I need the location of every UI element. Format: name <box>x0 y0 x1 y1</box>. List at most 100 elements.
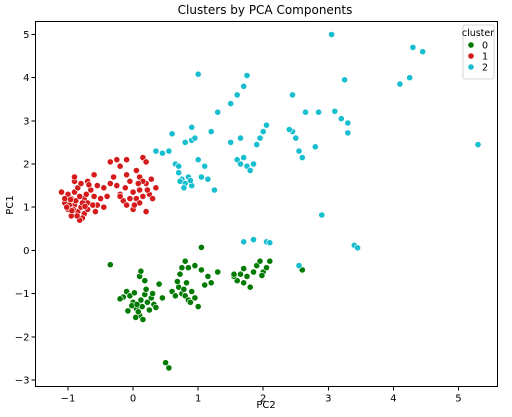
scatter-point-cluster-2 <box>250 236 257 243</box>
scatter-point-cluster-1 <box>100 184 108 192</box>
scatter-point-cluster-1 <box>103 192 111 200</box>
scatter-point-cluster-2 <box>253 141 261 148</box>
scatter-point-cluster-2 <box>250 160 257 168</box>
scatter-point-cluster-2 <box>227 100 235 107</box>
scatter-point-cluster-2 <box>259 128 267 135</box>
scatter-point-cluster-0 <box>230 270 238 278</box>
y-tick-label: −3 <box>15 376 30 387</box>
scatter-point-cluster-0 <box>237 270 244 278</box>
scatter-point-cluster-1 <box>134 180 142 187</box>
scatter-point-cluster-0 <box>178 264 186 272</box>
x-tick-label: 1 <box>195 394 201 405</box>
scatter-point-cluster-2 <box>176 177 184 185</box>
scatter-point-cluster-0 <box>181 257 189 265</box>
scatter-point-cluster-1 <box>142 208 150 215</box>
scatter-point-cluster-1 <box>123 156 130 164</box>
scatter-point-cluster-1 <box>76 192 84 200</box>
scatter-point-cluster-0 <box>246 283 254 291</box>
legend: cluster 012 <box>462 24 495 80</box>
scatter-point-cluster-1 <box>77 180 85 187</box>
scatter-point-cluster-0 <box>197 266 205 274</box>
x-tick-label: 5 <box>455 394 461 405</box>
x-axis: −1 0 1 2 3 4 5 <box>61 386 462 405</box>
scatter-point-cluster-0 <box>132 313 140 321</box>
scatter-point-cluster-0 <box>124 307 132 315</box>
scatter-point-cluster-2 <box>298 154 306 161</box>
x-tick-label: −1 <box>61 394 76 405</box>
scatter-point-cluster-1 <box>152 184 160 192</box>
scatter-point-cluster-1 <box>142 158 150 166</box>
scatter-point-cluster-2 <box>295 262 303 269</box>
scatter-point-cluster-2 <box>237 134 244 142</box>
scatter-point-cluster-2 <box>237 160 244 168</box>
scatter-point-cluster-1 <box>63 203 71 211</box>
scatter-point-cluster-2 <box>409 44 417 51</box>
scatter-point-cluster-1 <box>106 158 114 166</box>
scatter-point-cluster-0 <box>197 243 205 251</box>
scatter-point-cluster-2 <box>344 129 352 137</box>
scatter-point-cluster-1 <box>106 180 114 187</box>
scatter-point-cluster-1 <box>113 182 121 189</box>
legend-marker-0 <box>467 41 475 49</box>
scatter-point-cluster-2 <box>243 72 251 79</box>
x-axis-title: PC2 <box>256 400 275 411</box>
scatter-point-cluster-1 <box>143 186 151 194</box>
scatter-point-cluster-0 <box>137 296 145 304</box>
scatter-point-cluster-2 <box>175 169 183 177</box>
scatter-point-cluster-2 <box>158 149 166 157</box>
y-axis: −3 −2 −1 0 1 2 3 4 5 <box>15 30 36 387</box>
scatter-point-cluster-2 <box>207 128 215 135</box>
scatter-point-cluster-0 <box>134 308 142 316</box>
scatter-point-cluster-2 <box>204 175 212 183</box>
scatter-point-cluster-0 <box>207 279 215 287</box>
scatter-point-cluster-1 <box>129 188 137 196</box>
scatter-point-cluster-0 <box>176 270 184 278</box>
scatter-point-cluster-1 <box>123 201 130 209</box>
scatter-point-cluster-0 <box>191 262 199 269</box>
scatter-point-cluster-1 <box>116 162 124 170</box>
scatter-point-cluster-2 <box>210 186 218 194</box>
scatter-point-cluster-2 <box>311 143 319 151</box>
scatter-point-cluster-1 <box>82 190 90 198</box>
scatter-point-cluster-0 <box>158 294 166 302</box>
scatter-point-cluster-0 <box>149 290 156 297</box>
y-tick-label: 2 <box>23 160 29 171</box>
scatter-point-cluster-2 <box>246 167 254 174</box>
scatter-point-cluster-0 <box>240 265 248 272</box>
scatter-point-cluster-0 <box>137 267 145 275</box>
scatter-point-cluster-2 <box>240 82 248 90</box>
scatter-point-cluster-1 <box>149 195 156 202</box>
scatter-point-cluster-0 <box>155 280 163 288</box>
scatter-point-cluster-1 <box>58 188 65 196</box>
scatter-point-cluster-0 <box>194 303 202 310</box>
plot-frame <box>35 21 498 387</box>
scatter-point-cluster-2 <box>406 74 414 82</box>
legend-title: cluster <box>462 28 494 39</box>
y-tick-label: 0 <box>23 246 29 257</box>
x-tick-label: 4 <box>390 394 396 405</box>
scatter-point-cluster-0 <box>201 281 209 289</box>
legend-label-1: 1 <box>482 51 488 62</box>
legend-marker-2 <box>467 63 475 71</box>
scatter-point-cluster-2 <box>295 147 303 155</box>
scatter-point-cluster-2 <box>197 173 205 181</box>
plot-area <box>58 31 482 372</box>
scatter-point-cluster-0 <box>180 285 188 293</box>
scatter-point-cluster-1 <box>97 195 104 202</box>
y-axis-title: PC1 <box>5 195 16 214</box>
scatter-point-cluster-1 <box>92 208 99 215</box>
scatter-point-cluster-2 <box>227 138 235 146</box>
scatter-point-cluster-1 <box>110 173 117 181</box>
scatter-point-cluster-2 <box>285 126 293 133</box>
scatter-point-cluster-0 <box>266 257 274 265</box>
scatter-point-cluster-2 <box>194 156 202 164</box>
scatter-point-cluster-1 <box>116 192 124 200</box>
scatter-point-cluster-0 <box>145 306 153 314</box>
scatter-point-cluster-1 <box>139 192 147 200</box>
scatter-point-cluster-1 <box>123 171 130 179</box>
scatter-point-cluster-2 <box>233 91 241 99</box>
scatter-point-cluster-1 <box>89 201 97 209</box>
scatter-point-cluster-0 <box>142 285 150 293</box>
scatter-point-cluster-2 <box>165 147 173 155</box>
